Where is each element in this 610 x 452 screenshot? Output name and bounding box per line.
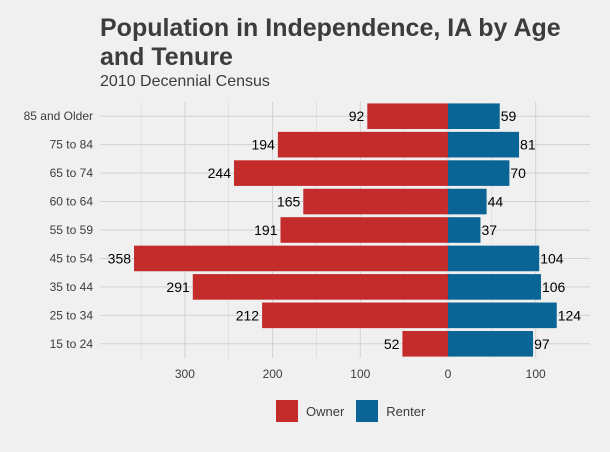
bar-owner xyxy=(367,103,448,130)
y-tick-label: 55 to 59 xyxy=(50,223,94,237)
data-label-renter: 37 xyxy=(481,222,497,238)
y-tick-label: 75 to 84 xyxy=(50,138,94,152)
y-tick-label: 85 and Older xyxy=(24,109,93,123)
x-tick-label: 200 xyxy=(263,367,283,381)
data-label-owner: 291 xyxy=(166,279,190,295)
chart-subtitle: 2010 Decennial Census xyxy=(100,73,270,90)
data-label-owner: 52 xyxy=(384,336,400,352)
legend-item-renter: Renter xyxy=(356,400,425,422)
bar-renter xyxy=(448,103,500,130)
y-tick-label: 25 to 34 xyxy=(50,308,94,322)
data-label-renter: 44 xyxy=(488,194,504,210)
bar-owner xyxy=(303,188,448,215)
x-tick-label: 0 xyxy=(445,367,452,381)
y-tick-label: 45 to 54 xyxy=(50,251,94,265)
axis-labels: 85 and Older 75 to 84 65 to 74 60 to 64 55 t… xyxy=(24,109,546,381)
bar-renter xyxy=(448,188,487,215)
data-label-owner: 191 xyxy=(254,222,278,238)
y-tick-label: 15 to 24 xyxy=(50,337,94,351)
data-label-owner: 244 xyxy=(208,165,232,181)
x-tick-label: 100 xyxy=(350,367,370,381)
bar-owner xyxy=(402,330,448,357)
x-tick-label: 300 xyxy=(175,367,195,381)
bar-renter xyxy=(448,330,534,357)
legend: Owner Renter xyxy=(276,400,437,422)
data-label-renter: 59 xyxy=(501,108,517,124)
data-label-owner: 92 xyxy=(349,108,365,124)
chart-title: Population in Independence, IA by Age an… xyxy=(100,14,561,71)
bar-renter xyxy=(448,302,557,329)
data-label-owner: 194 xyxy=(252,137,276,153)
bar-owner xyxy=(262,302,448,329)
legend-swatch-renter xyxy=(356,400,379,422)
bar-owner xyxy=(277,131,448,158)
data-label-renter: 106 xyxy=(542,279,566,295)
data-labels: 92 59 194 81 244 70 165 44 191 37 358 104 291 106 212 1… xyxy=(108,108,582,352)
bar-renter xyxy=(448,217,481,243)
bar-owner xyxy=(234,160,448,186)
y-tick-label: 35 to 44 xyxy=(50,280,94,294)
data-label-owner: 212 xyxy=(236,307,260,323)
bar-renter xyxy=(448,131,520,158)
bar-owner xyxy=(192,274,448,300)
legend-swatch-owner xyxy=(276,400,298,422)
data-label-renter: 104 xyxy=(540,250,564,266)
data-label-owner: 165 xyxy=(277,194,301,210)
y-tick-label: 60 to 64 xyxy=(50,195,94,209)
data-label-owner: 358 xyxy=(108,250,132,266)
y-tick-label: 65 to 74 xyxy=(50,166,94,180)
legend-label-renter: Renter xyxy=(386,403,426,419)
bar-owner xyxy=(134,245,448,272)
legend-label-owner: Owner xyxy=(306,403,345,419)
x-tick-label: 100 xyxy=(526,367,546,381)
legend-item-owner: Owner xyxy=(276,400,344,422)
bar-renter xyxy=(448,245,540,272)
bar-renter xyxy=(448,160,510,186)
bar-owner xyxy=(280,217,448,243)
bars xyxy=(134,103,557,357)
data-label-renter: 124 xyxy=(558,307,582,323)
bar-renter xyxy=(448,274,541,300)
data-label-renter: 81 xyxy=(520,137,536,153)
data-label-renter: 97 xyxy=(534,336,550,352)
data-label-renter: 70 xyxy=(510,165,526,181)
